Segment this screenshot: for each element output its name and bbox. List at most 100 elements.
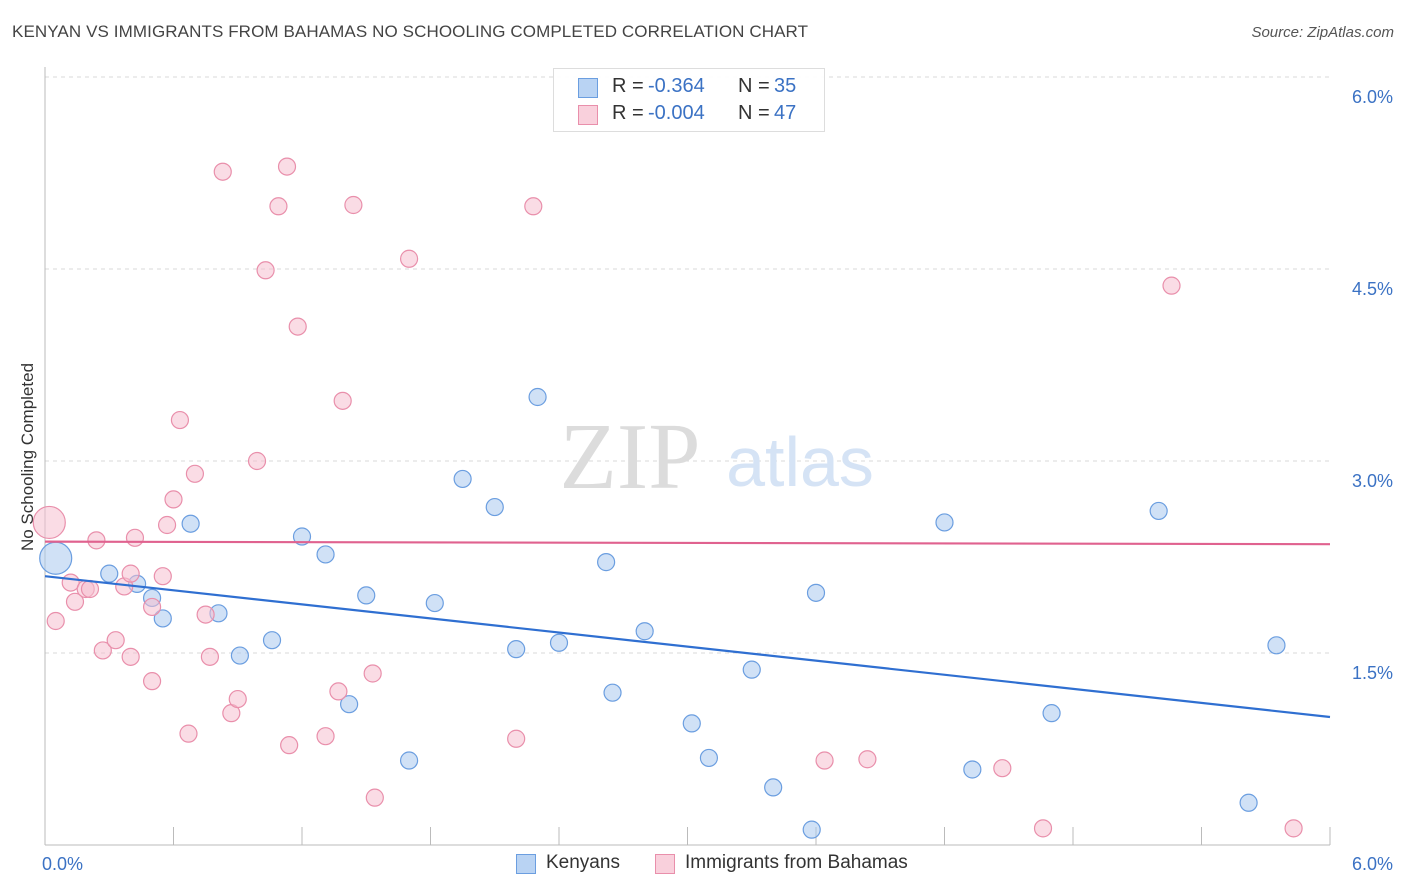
- point-pink: [153, 567, 172, 586]
- point-blue: [262, 631, 282, 650]
- point-pink: [333, 391, 352, 410]
- point-blue: [181, 514, 200, 533]
- point-blue: [963, 760, 982, 779]
- bottom-legend-label: Kenyans: [546, 852, 620, 873]
- chart-title: KENYAN VS IMMIGRANTS FROM BAHAMAS NO SCH…: [12, 22, 809, 41]
- point-blue: [485, 497, 504, 517]
- point-pink: [288, 317, 307, 336]
- point-pink: [157, 515, 177, 535]
- point-pink: [87, 531, 106, 550]
- point-pink: [316, 727, 335, 746]
- point-pink: [93, 641, 112, 660]
- point-blue: [292, 527, 312, 546]
- point-blue: [699, 748, 719, 768]
- point-pink: [200, 647, 220, 666]
- point-pink: [247, 451, 267, 471]
- legend-r-label: R =: [612, 75, 644, 97]
- point-pink: [269, 197, 288, 216]
- point-pink: [32, 505, 66, 540]
- point-pink: [858, 750, 877, 769]
- point-blue: [742, 660, 761, 679]
- point-pink: [142, 672, 162, 691]
- y-tick-label: 3.0%: [1352, 471, 1393, 491]
- legend-r-value: -0.004: [648, 102, 705, 124]
- point-pink: [65, 592, 85, 611]
- correlation-legend: R = -0.364 N = 35 R = -0.004 N = 47: [553, 68, 825, 132]
- point-pink: [142, 597, 162, 617]
- data-points: [32, 157, 1303, 839]
- point-pink: [344, 195, 363, 215]
- y-tick-label: 4.5%: [1352, 279, 1393, 299]
- point-pink: [524, 197, 543, 216]
- point-pink: [256, 261, 275, 280]
- y-tick-label: 1.5%: [1352, 663, 1393, 683]
- point-pink: [815, 751, 834, 770]
- point-pink: [399, 249, 419, 268]
- legend-n-label: N =: [738, 75, 770, 97]
- point-blue: [507, 640, 526, 659]
- point-pink: [196, 605, 215, 624]
- legend-r-value: -0.364: [648, 75, 705, 97]
- watermark: ZIP atlas: [560, 405, 874, 509]
- point-pink: [106, 631, 125, 650]
- watermark-atlas: atlas: [726, 423, 874, 501]
- point-pink: [507, 729, 526, 748]
- point-pink: [993, 759, 1012, 778]
- point-pink: [125, 528, 145, 547]
- point-blue: [528, 387, 547, 407]
- point-pink: [363, 664, 382, 683]
- point-blue: [635, 622, 654, 641]
- axes: [44, 67, 1331, 846]
- trend-line-pink: [44, 540, 1331, 546]
- legend-swatch-blue: [578, 78, 598, 98]
- legend-swatch-pink: [578, 105, 598, 125]
- point-pink: [213, 162, 232, 181]
- point-blue: [682, 714, 701, 733]
- point-pink: [121, 647, 140, 666]
- point-pink: [365, 788, 384, 807]
- point-pink: [164, 490, 183, 509]
- point-pink: [1162, 276, 1181, 295]
- trend-lines: [44, 540, 1331, 719]
- point-pink: [179, 724, 198, 743]
- trend-line-blue: [44, 575, 1331, 719]
- point-blue: [100, 564, 119, 583]
- x-tick-label: 0.0%: [42, 854, 83, 874]
- point-blue: [453, 469, 472, 489]
- point-pink: [228, 689, 247, 709]
- point-pink: [329, 682, 348, 701]
- point-blue: [357, 586, 376, 605]
- watermark-zip: ZIP: [560, 405, 701, 509]
- point-pink: [1284, 819, 1303, 838]
- point-blue: [1042, 704, 1061, 723]
- point-blue: [764, 778, 783, 797]
- point-blue: [230, 646, 249, 665]
- point-blue: [1267, 636, 1286, 655]
- bottom-legend-label: Immigrants from Bahamas: [685, 852, 908, 873]
- bottom-legend-swatch-blue: [516, 854, 536, 874]
- point-blue: [806, 583, 826, 602]
- point-blue: [1149, 501, 1168, 521]
- tick-labels: 1.5% 3.0% 4.5% 6.0% 0.0% 6.0%: [42, 87, 1393, 874]
- point-blue: [425, 593, 444, 613]
- point-blue: [316, 545, 335, 564]
- legend-n-label: N =: [738, 102, 770, 124]
- source-label: Source: ZipAtlas.com: [1251, 24, 1394, 41]
- point-blue: [39, 541, 73, 575]
- point-blue: [399, 751, 419, 770]
- point-pink: [1033, 819, 1053, 838]
- y-tick-label: 6.0%: [1352, 87, 1393, 107]
- point-pink: [277, 157, 297, 176]
- point-pink: [170, 410, 190, 430]
- point-pink: [185, 464, 205, 483]
- y-axis-label: No Schooling Completed: [18, 363, 37, 551]
- legend-n-value: 47: [774, 102, 797, 124]
- point-pink: [280, 736, 299, 755]
- point-blue: [1239, 793, 1258, 812]
- point-blue: [597, 553, 616, 572]
- x-tick-label: 6.0%: [1352, 854, 1393, 874]
- grid-lines: [45, 76, 1330, 654]
- legend-r-label: R =: [612, 102, 644, 124]
- point-blue: [340, 695, 359, 714]
